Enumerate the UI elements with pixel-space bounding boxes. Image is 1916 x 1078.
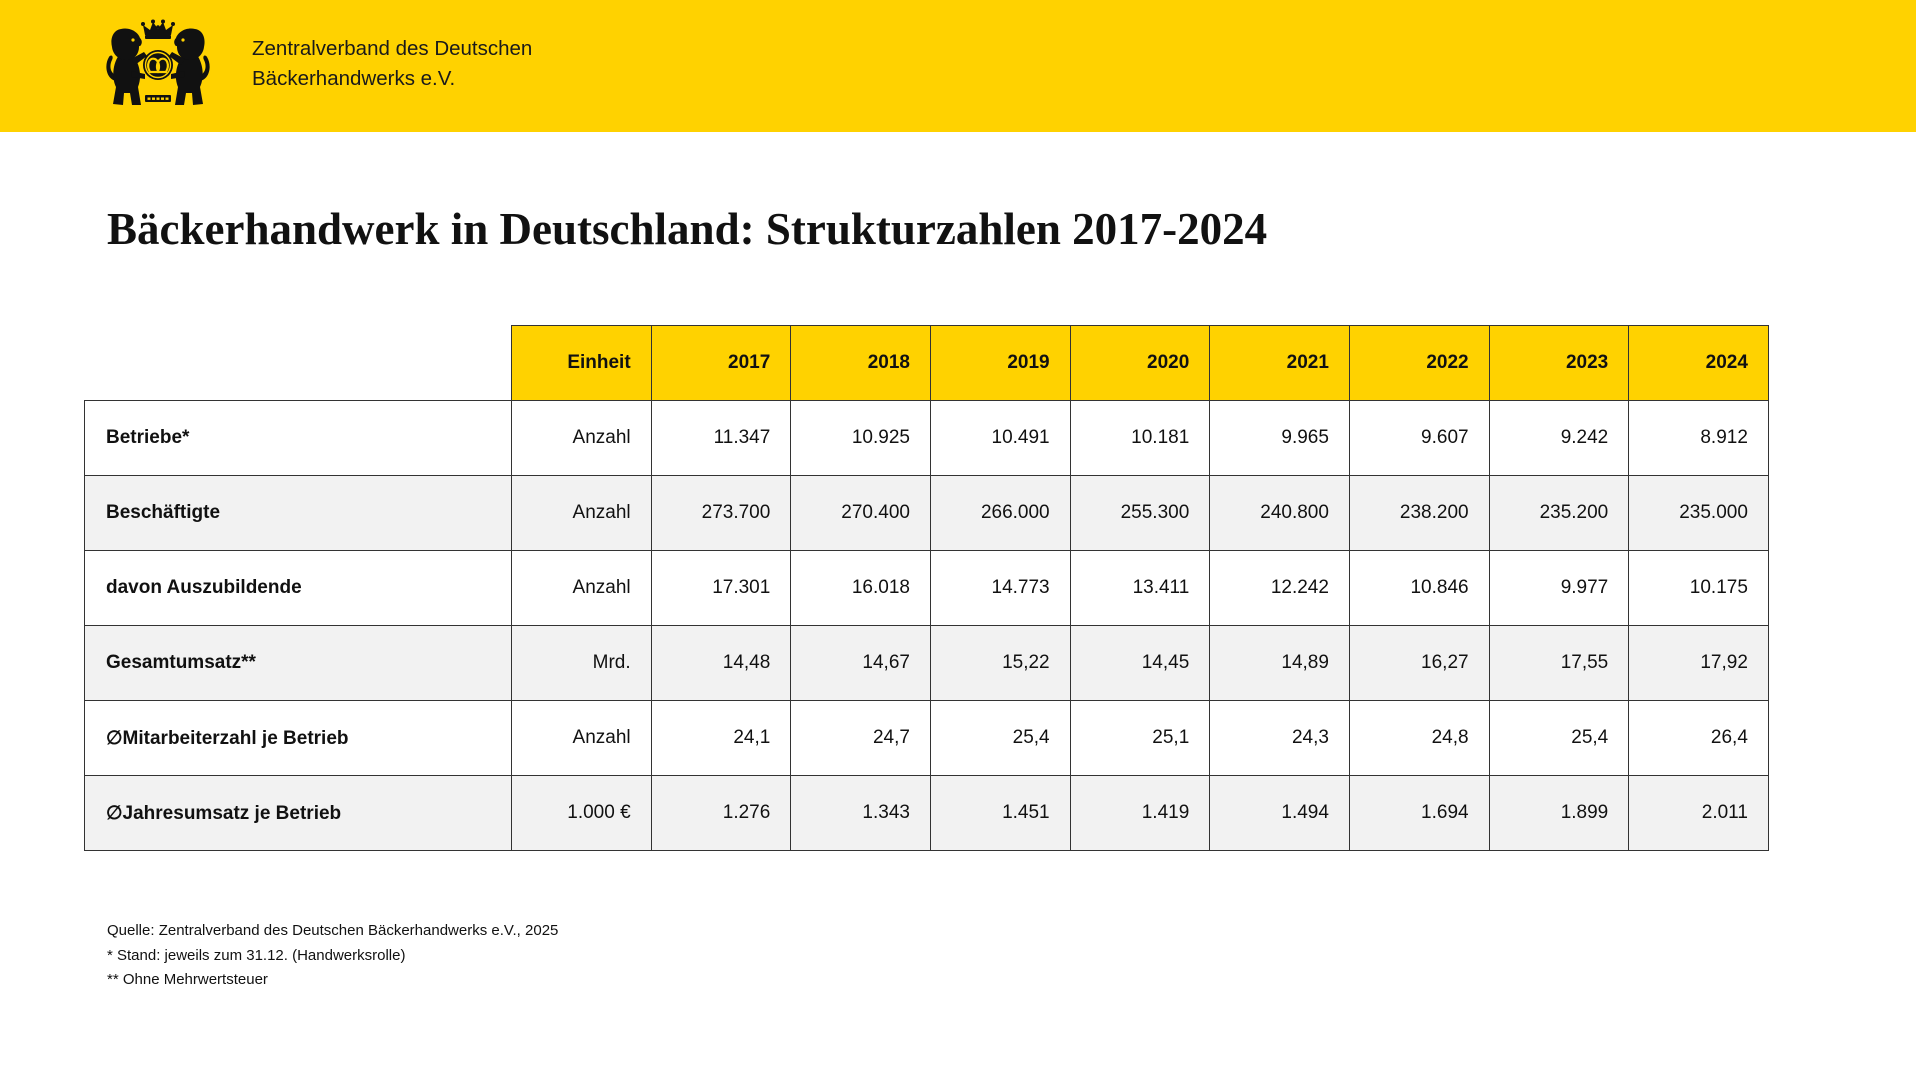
- cell-2024: 17,92: [1628, 625, 1769, 701]
- cell-2018: 24,7: [790, 700, 931, 776]
- footnote-status-date: * Stand: jeweils zum 31.12. (Handwerksro…: [107, 946, 406, 964]
- row-unit: Anzahl: [511, 700, 652, 776]
- cell-2023: 9.977: [1488, 550, 1630, 626]
- table-header: Einheit 2017 2018 2019 2020 2021 2022 2023 2024: [85, 325, 1769, 401]
- row-unit: Anzahl: [511, 550, 652, 626]
- cell-2018: 10.925: [790, 400, 931, 476]
- column-header-2017: 2017: [650, 325, 792, 401]
- cell-2022: 16,27: [1348, 625, 1490, 701]
- cell-2021: 24,3: [1209, 700, 1350, 776]
- row-label: Beschäftigte: [84, 475, 512, 551]
- cell-2024: 8.912: [1628, 400, 1769, 476]
- row-label: ∅Jahresumsatz je Betrieb: [84, 775, 512, 851]
- cell-2024: 2.011: [1628, 775, 1769, 851]
- statistics-table: Einheit 2017 2018 2019 2020 2021 2022 2023 2024 B…: [84, 325, 1769, 851]
- cell-2020: 25,1: [1069, 700, 1211, 776]
- cell-2023: 9.242: [1488, 400, 1630, 476]
- cell-2018: 1.343: [790, 775, 931, 851]
- footnote-source: Quelle: Zentralverband des Deutschen Bäc…: [107, 922, 559, 939]
- row-label: Betriebe*: [84, 400, 512, 476]
- row-label: ∅Mitarbeiterzahl je Betrieb: [84, 700, 512, 776]
- cell-2017: 1.276: [650, 775, 792, 851]
- column-header-2020: 2020: [1069, 325, 1211, 401]
- cell-2024: 235.000: [1628, 475, 1769, 551]
- footnote-vat: ** Ohne Mehrwertsteuer: [107, 971, 268, 988]
- footnotes: Quelle: Zentralverband des Deutschen Bäc…: [107, 919, 558, 993]
- cell-2022: 24,8: [1348, 700, 1490, 776]
- row-label: Gesamtumsatz**: [84, 625, 512, 701]
- cell-2020: 1.419: [1069, 775, 1211, 851]
- cell-2018: 16.018: [790, 550, 931, 626]
- table-row: Gesamtumsatz** Mrd. 14,48 14,67 15,22 14,45 14…: [84, 625, 1769, 701]
- cell-2019: 1.451: [929, 775, 1071, 851]
- org-name-line-2: Bäckerhandwerks e.V.: [252, 67, 456, 90]
- cell-2022: 238.200: [1348, 475, 1490, 551]
- table-row: Beschäftigte Anzahl 273.700 270.400 266.000 2…: [84, 475, 1769, 551]
- cell-2023: 1.899: [1488, 775, 1630, 851]
- cell-2020: 13.411: [1069, 550, 1211, 626]
- cell-2019: 25,4: [929, 700, 1071, 776]
- row-unit: Anzahl: [511, 400, 652, 476]
- cell-2017: 11.347: [650, 400, 792, 476]
- row-unit: Mrd.: [511, 625, 652, 701]
- table-row: Betriebe* Anzahl 11.347 10.925 10.491 10.181 9…: [84, 400, 1769, 476]
- column-header-2021: 2021: [1209, 325, 1350, 401]
- header-bar: Zentralverband des Deutschen Bäckerhandw…: [0, 0, 1916, 132]
- cell-2020: 10.181: [1069, 400, 1211, 476]
- cell-2021: 240.800: [1209, 475, 1350, 551]
- table-row: ∅Jahresumsatz je Betrieb 1.000 €1.276 1.34…: [84, 775, 1769, 851]
- cell-2019: 10.491: [929, 400, 1071, 476]
- cell-2017: 17.301: [650, 550, 792, 626]
- cell-2020: 14,45: [1069, 625, 1211, 701]
- cell-2019: 15,22: [929, 625, 1071, 701]
- cell-2020: 255.300: [1069, 475, 1211, 551]
- cell-2022: 10.846: [1348, 550, 1490, 626]
- table-header-row: Einheit 2017 2018 2019 2020 2021 2022 2023 2024: [85, 325, 1769, 401]
- cell-2023: 235.200: [1488, 475, 1630, 551]
- cell-2023: 17,55: [1488, 625, 1630, 701]
- cell-2022: 9.607: [1348, 400, 1490, 476]
- cell-2019: 266.000: [929, 475, 1071, 551]
- table-row: ∅Mitarbeiterzahl je Betrieb Anzahl 24,1 24,…: [84, 700, 1769, 776]
- column-header-unit: Einheit: [511, 325, 652, 401]
- org-name-line-1: Zentralverband des Deutschen: [252, 37, 533, 60]
- cell-2019: 14.773: [929, 550, 1071, 626]
- cell-2021: 1.494: [1209, 775, 1350, 851]
- cell-2021: 14,89: [1209, 625, 1350, 701]
- column-header-2024: 2024: [1628, 325, 1769, 401]
- column-header-2019: 2019: [929, 325, 1071, 401]
- cell-2024: 10.175: [1628, 550, 1769, 626]
- row-label: davon Auszubildende: [84, 550, 512, 626]
- row-unit: Anzahl: [511, 475, 652, 551]
- cell-2018: 270.400: [790, 475, 931, 551]
- page-title: Bäckerhandwerk in Deutschland: Strukturz…: [107, 204, 1268, 254]
- bakers-guild-crest-icon: [105, 19, 211, 107]
- cell-2021: 12.242: [1209, 550, 1350, 626]
- row-unit: 1.000 €: [511, 775, 652, 851]
- table-row: davon Auszubildende Anzahl 17.301 16.018 14.…: [84, 550, 1769, 626]
- cell-2024: 26,4: [1628, 700, 1769, 776]
- cell-2022: 1.694: [1348, 775, 1490, 851]
- org-name: Zentralverband des Deutschen Bäckerhandw…: [252, 34, 532, 94]
- table-corner-cell: [85, 326, 512, 401]
- column-header-2022: 2022: [1348, 325, 1490, 401]
- column-header-2018: 2018: [790, 325, 931, 401]
- table-body: Betriebe* Anzahl 11.347 10.925 10.491 10.181 9…: [84, 400, 1769, 851]
- cell-2023: 25,4: [1488, 700, 1630, 776]
- cell-2017: 24,1: [650, 700, 792, 776]
- cell-2021: 9.965: [1209, 400, 1350, 476]
- cell-2017: 273.700: [650, 475, 792, 551]
- cell-2017: 14,48: [650, 625, 792, 701]
- column-header-2023: 2023: [1488, 325, 1630, 401]
- cell-2018: 14,67: [790, 625, 931, 701]
